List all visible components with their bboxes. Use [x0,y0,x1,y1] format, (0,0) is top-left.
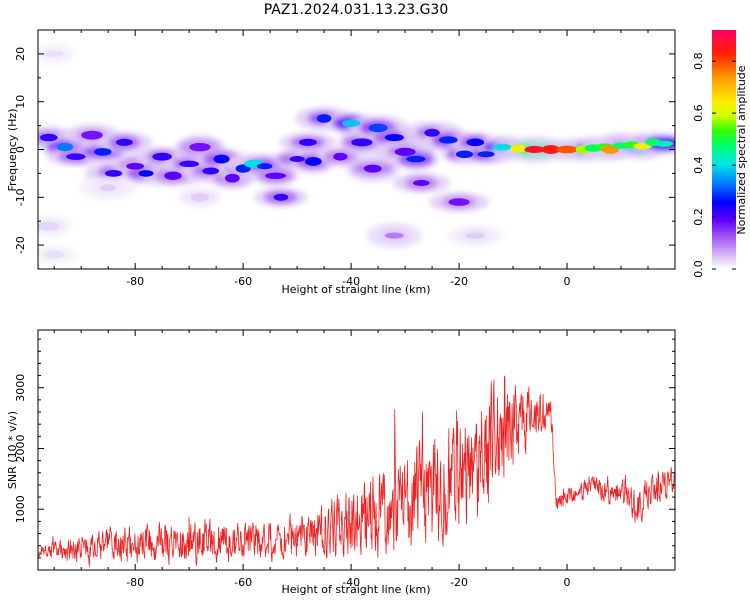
heatmap-blob-core [43,250,65,259]
heatmap-blob-core [40,133,58,142]
heatmap-blob-core [138,170,154,177]
x-tick-label: -80 [126,275,144,288]
snr-y-ticks: 1000 2000 3000 [14,338,675,559]
heatmap-blob-core [477,151,495,158]
heatmap-blob-core [81,130,103,140]
heatmap-blob-core [316,114,332,123]
y-tick-label: 20 [14,47,27,61]
heatmap-blob-core [100,184,116,192]
heatmap-blob-core [94,148,112,156]
heatmap-blob-core [179,160,200,168]
heatmap-blob-core [384,133,404,142]
y-tick-label: 1000 [14,495,27,523]
spectrogram-x-ticks: -80 -60 -40 -20 0 [53,30,649,288]
heatmap-blob-core [438,136,458,144]
heatmap-blob-core [115,138,133,146]
heatmap-blob-core [493,143,512,151]
heatmap-core-layer [38,50,674,259]
heatmap-blob-core [299,138,317,146]
snr-series-line [38,375,675,567]
heatmap-blob-core [351,138,373,147]
spectrogram-panel: -80 -60 -40 -20 0 -20 -10 0 10 20 Height of stra… [6,29,676,296]
x-tick-label: -60 [234,275,252,288]
y-tick-label: 10 [14,95,27,109]
heatmap-blob-core [44,50,64,58]
heatmap-blob-core [265,172,286,180]
spectrogram-y-ticks: -20 -10 0 10 20 [14,29,675,270]
x-tick-label: 0 [564,275,571,288]
snr-x-axis-label: Height of straight line (km) [281,583,430,596]
x-tick-label: -60 [234,576,252,589]
heatmap-blob-core [341,119,361,127]
colorbar-ticks: 0.0 0.2 0.4 0.6 0.8 [692,52,736,278]
heatmap-blob-core [126,162,145,170]
y-tick-label: 2000 [14,434,27,462]
y-tick-label: -20 [14,236,27,254]
spectrogram-x-axis-label: Height of straight line (km) [281,283,430,296]
heatmap-blob-core [152,152,172,161]
heatmap-blob-core [524,145,545,154]
heatmap-blob-core [257,163,273,170]
heatmap-blob-core [363,164,382,173]
heatmap-blob-core [333,152,348,161]
snr-y-axis-label: SNR (10 * v/v) [6,411,19,489]
y-tick-label: 0 [14,146,27,153]
heatmap-blob-core [289,156,305,163]
heatmap-blob-core [368,123,388,133]
snr-frame [37,329,676,571]
heatmap-blob-core [202,167,220,175]
colorbar-tick-label: 0.2 [692,208,705,226]
heatmap-blob-core [406,155,426,163]
heatmap-blob-core [190,192,210,202]
colorbar-tick-label: 0.8 [692,52,705,70]
heatmap-blob-core [224,173,240,183]
heatmap-blob-core [66,153,86,160]
heatmap-blob-core [655,140,674,147]
heatmap-blob-core [465,232,485,239]
y-tick-label: -10 [14,188,27,206]
snr-x-ticks: -80 -60 -40 -20 0 [53,330,649,589]
colorbar-tick-label: 0.0 [692,260,705,278]
colorbar-label: Normalized spectral amplitude [735,65,748,234]
heatmap-blob-core [213,154,230,164]
heatmap-blob-core [466,138,485,147]
heatmap-blob-core [304,157,322,166]
heatmap-blob-core [38,221,60,231]
colorbar-gradient [712,30,736,269]
colorbar-tick-label: 0.4 [692,156,705,174]
x-tick-label: 0 [564,576,571,589]
x-tick-label: -40 [342,275,360,288]
spectrogram-y-axis-label: Frequency (Hz) [6,109,19,192]
heatmap-blob-core [104,170,123,177]
x-tick-label: -20 [450,576,468,589]
heatmap-blob-core [394,147,416,156]
colorbar-tick-label: 0.6 [692,104,705,122]
colorbar: 0.0 0.2 0.4 0.6 0.8 Normalized spectral ampl… [692,30,748,278]
heatmap-blob-core [455,150,474,159]
heatmap-blob-core [384,232,404,239]
y-tick-label: 3000 [14,374,27,402]
heatmap-blob-core [510,144,527,153]
heatmap-blob-core [164,171,182,181]
x-tick-label: -80 [126,576,144,589]
spectrogram-heatmap [38,42,675,264]
figure-title: PAZ1.2024.031.13.23.G30 [264,2,449,18]
heatmap-blob-core [424,128,440,137]
heatmap-blob-core [556,145,578,154]
heatmap-blob-core [56,142,74,152]
heatmap-blob-core [541,145,561,154]
heatmap-blob-core [413,179,430,186]
snr-panel: -80 -60 -40 -20 0 1000 2000 3000 Height of str… [6,329,676,596]
x-tick-label: -40 [342,576,360,589]
heatmap-blob-core [189,142,211,152]
heatmap-blob-core [448,198,470,206]
x-tick-label: -20 [450,275,468,288]
heatmap-blob-core [273,193,289,201]
